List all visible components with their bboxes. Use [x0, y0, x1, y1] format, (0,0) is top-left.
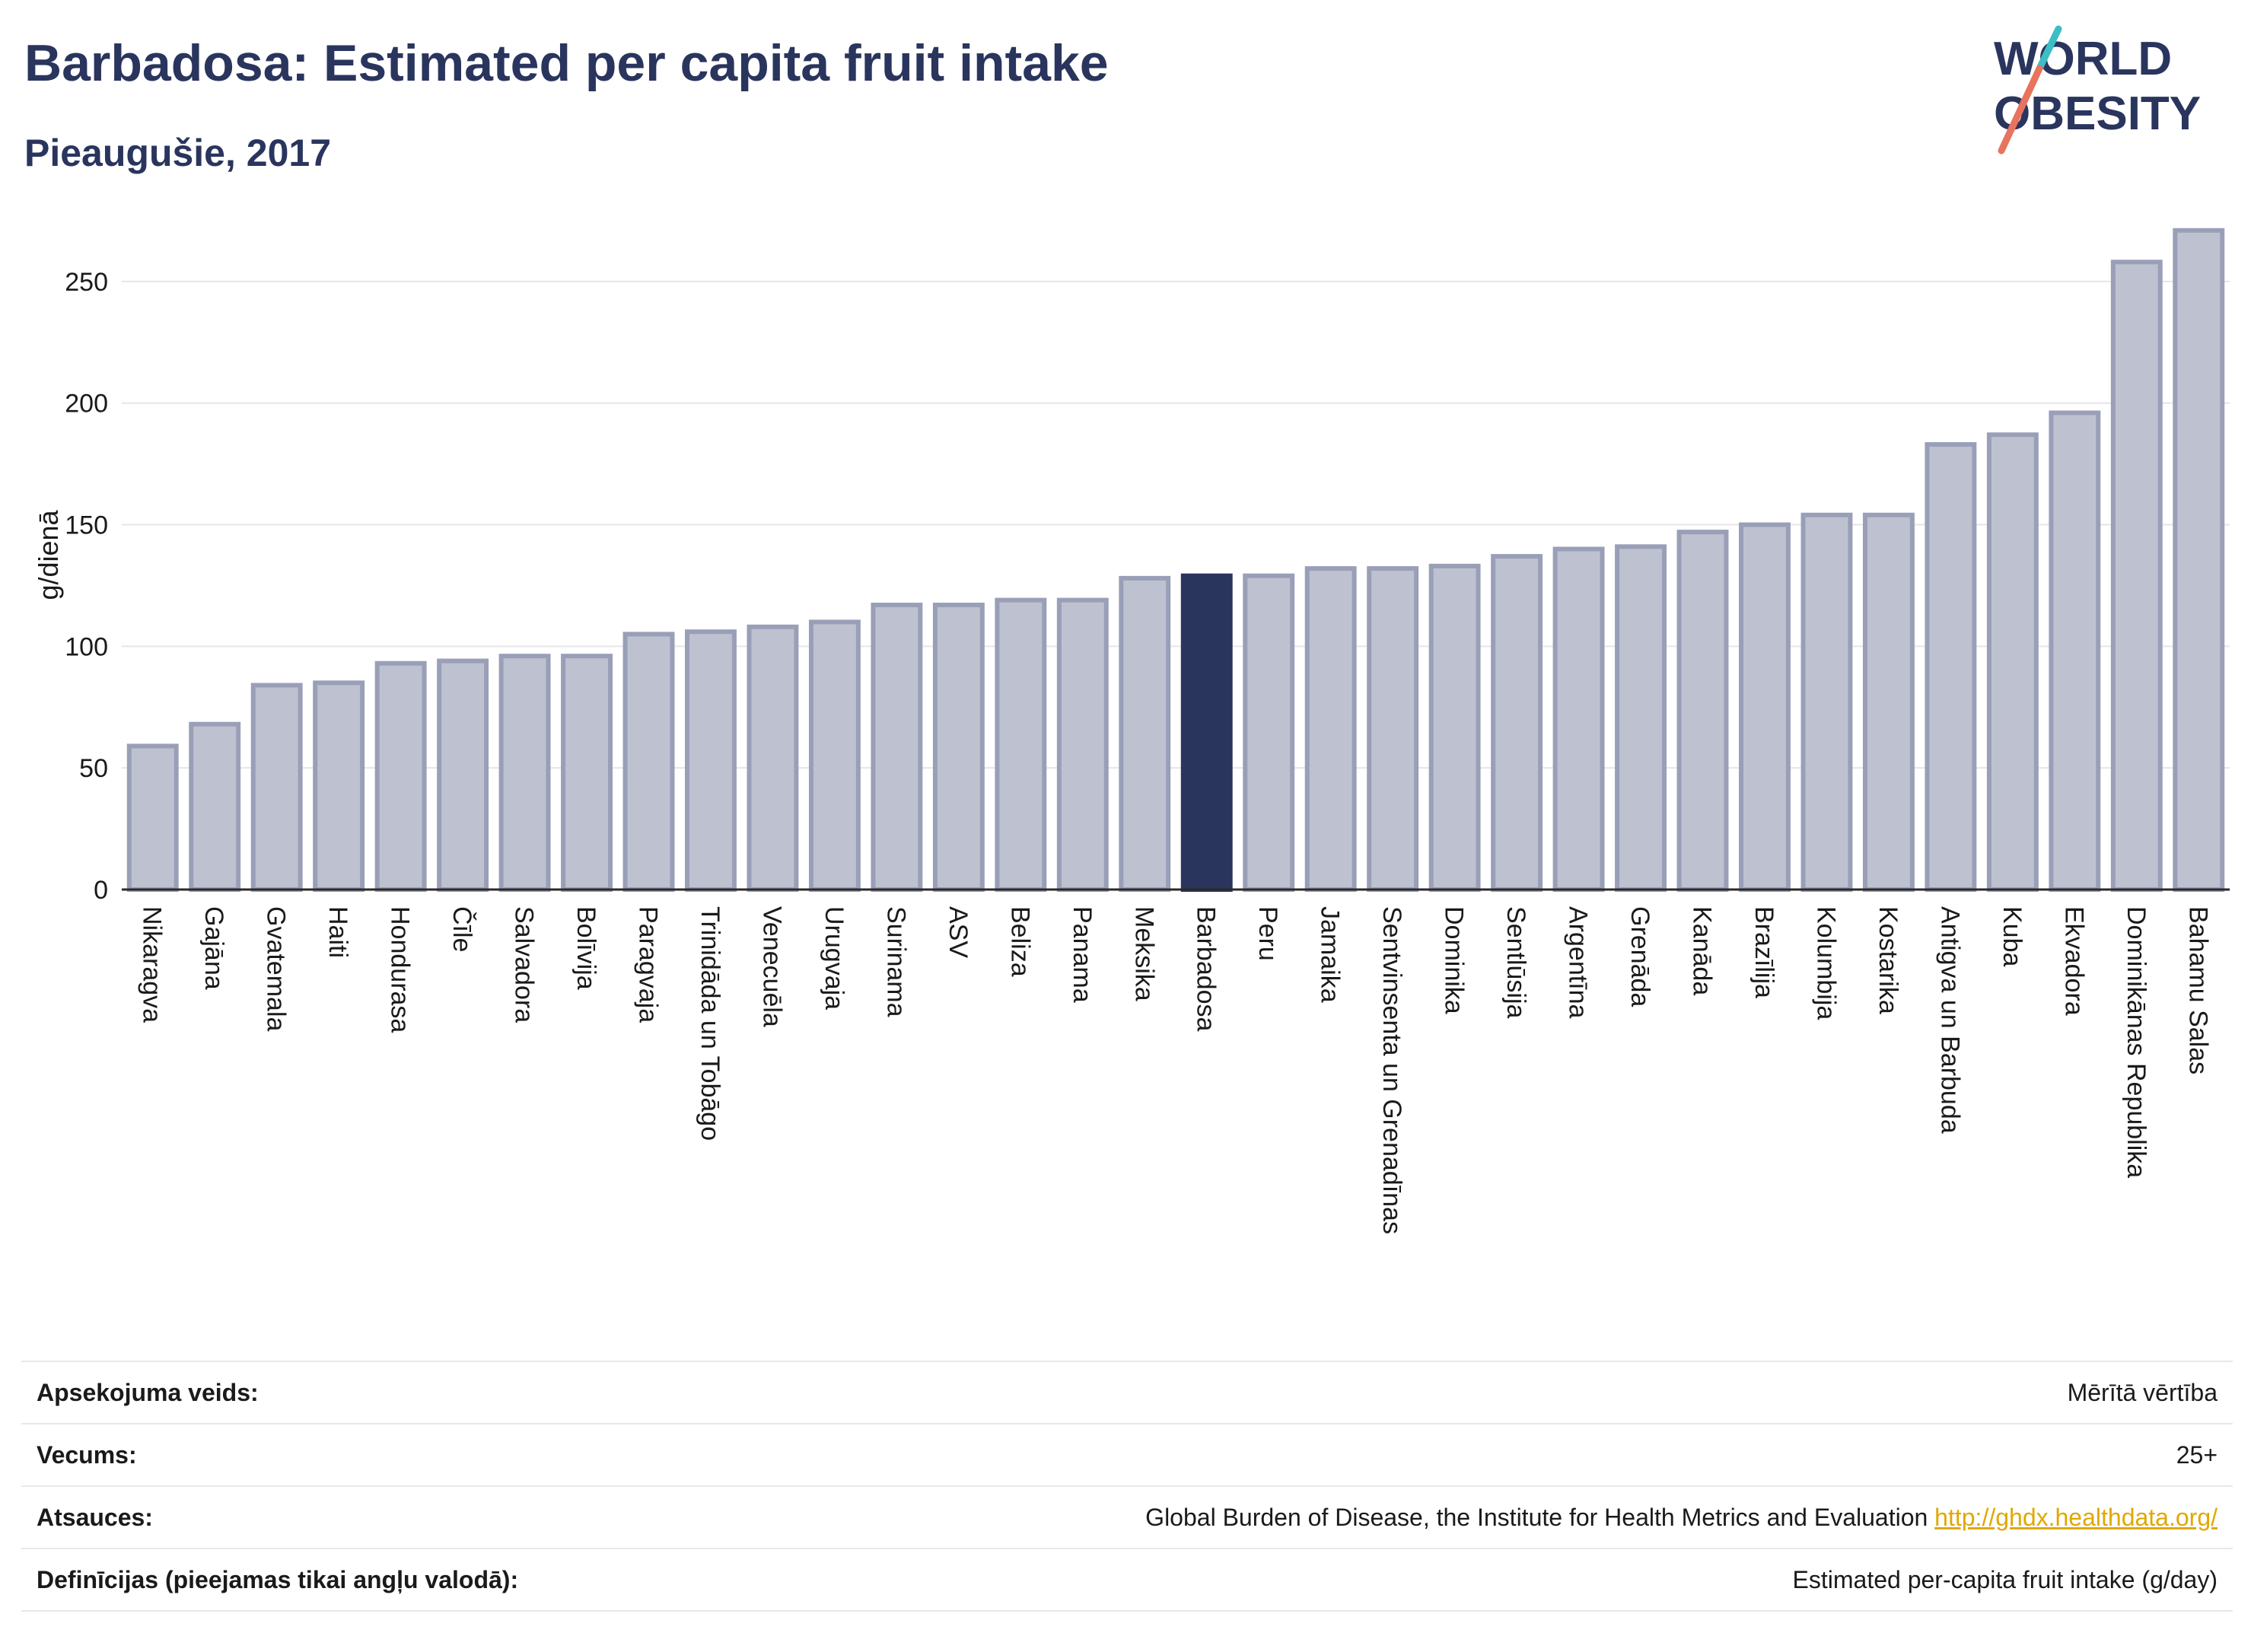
x-tick-label: Grenāda — [1625, 906, 1654, 1007]
x-tick-label: Hondurasa — [386, 906, 415, 1033]
bar-highlight — [1180, 573, 1233, 892]
bar — [685, 629, 737, 892]
metadata-table: Apsekojuma veids: Mērītā vērtība Vecums:… — [21, 1361, 2233, 1612]
y-tick-label: 0 — [94, 876, 108, 905]
bar — [1986, 432, 2039, 892]
meta-row-age: Vecums: 25+ — [21, 1424, 2233, 1486]
meta-key: Atsauces: — [37, 1503, 153, 1531]
x-tick-label: Antigva un Barbuda — [1935, 906, 1964, 1134]
bar — [1552, 546, 1605, 892]
x-tick-label: Sentvinsenta un Grenadīnas — [1377, 906, 1406, 1234]
bar — [437, 658, 489, 892]
meta-key: Vecums: — [37, 1440, 137, 1469]
bar — [1800, 512, 1853, 892]
bar — [250, 683, 303, 892]
x-tick-label: Brazīlija — [1750, 906, 1778, 998]
x-tick-label: Dominika — [1440, 906, 1469, 1014]
meta-reference-text: Global Burden of Disease, the Institute … — [1145, 1503, 1928, 1531]
bar — [747, 624, 799, 892]
x-tick-label: Kanāda — [1688, 906, 1717, 995]
bar — [1491, 554, 1543, 893]
bar — [932, 603, 985, 892]
x-tick-label: Paragvaja — [634, 906, 663, 1023]
meta-key: Definīcijas (pieejamas tikai angļu valod… — [37, 1565, 519, 1593]
x-tick-label: Nikaragva — [138, 906, 167, 1023]
bar — [1367, 566, 1419, 893]
x-tick-label: Meksika — [1129, 906, 1158, 1001]
bar — [1615, 544, 1667, 893]
logo-line1: WORLD — [1994, 33, 2172, 85]
x-tick-label: Kolumbija — [1811, 906, 1840, 1020]
bar — [498, 654, 551, 893]
y-tick-label: 100 — [65, 632, 108, 661]
y-tick-label: 50 — [79, 754, 108, 783]
bar — [2049, 410, 2101, 892]
x-tick-label: Bolīvija — [572, 906, 600, 990]
x-tick-label: Gajāna — [199, 906, 228, 990]
bar — [1676, 530, 1729, 892]
x-tick-label: Haiti — [323, 906, 352, 958]
x-tick-label: Kuba — [1998, 906, 2027, 966]
bar — [2173, 228, 2225, 892]
x-tick-label: Argentīna — [1564, 906, 1593, 1019]
x-tick-label: Barbadosa — [1192, 906, 1221, 1032]
bar — [1428, 563, 1481, 892]
x-tick-label: Ekvadora — [2059, 906, 2088, 1016]
y-tick-label: 250 — [65, 268, 108, 297]
y-axis-label: g/dienā — [33, 509, 64, 600]
bar — [1925, 442, 1977, 892]
meta-value: 25+ — [2176, 1440, 2218, 1469]
x-tick-label: Trinidāda un Tobāgo — [696, 906, 724, 1141]
y-tick-label: 200 — [65, 390, 108, 419]
bar — [313, 680, 365, 892]
bar — [1243, 573, 1295, 892]
bar — [622, 632, 675, 893]
bar — [995, 597, 1047, 893]
bar — [1739, 522, 1791, 893]
meta-row-definitions: Definīcijas (pieejamas tikai angļu valod… — [21, 1549, 2233, 1611]
meta-value-references: Global Burden of Disease, the Institute … — [723, 1486, 2233, 1549]
bar — [871, 603, 923, 892]
bar — [561, 654, 613, 893]
logo-slash-teal — [2036, 25, 2062, 72]
bar — [808, 619, 861, 893]
bar — [374, 660, 427, 892]
x-tick-label: Urugvaja — [820, 906, 849, 1010]
x-tick-label: Panama — [1068, 906, 1097, 1003]
meta-row-survey: Apsekojuma veids: Mērītā vērtība — [21, 1361, 2233, 1424]
chart-title: Barbadosa: Estimated per capita fruit in… — [24, 34, 1109, 92]
bar — [1056, 597, 1109, 893]
meta-value: Estimated per-capita fruit intake (g/day… — [1792, 1565, 2218, 1593]
bar — [1304, 566, 1357, 893]
x-tick-label: Venecuēla — [757, 906, 786, 1027]
x-tick-label: Surinama — [881, 906, 910, 1017]
bar-chart: 0 50 100 150 200 250 g/dienā Nikaragva Gajāna Gva… — [33, 228, 2230, 1234]
meta-row-references: Atsauces: Global Burden of Disease, the … — [21, 1486, 2233, 1549]
bar — [1119, 575, 1171, 893]
meta-value: Mērītā vērtība — [2067, 1378, 2218, 1406]
x-tick-label: Kostarika — [1874, 906, 1902, 1014]
bar — [2110, 259, 2163, 892]
x-tick-label: ASV — [944, 906, 973, 958]
x-tick-label: Gvatemala — [262, 906, 291, 1031]
bar — [189, 721, 241, 892]
chart-subtitle: Pieaugušie, 2017 — [24, 132, 332, 174]
logo-slash-coral — [1998, 65, 2043, 154]
bar — [126, 743, 179, 892]
x-tick-label: Bahamu Salas — [2183, 906, 2212, 1074]
x-tick-label: Peru — [1253, 906, 1282, 961]
y-tick-label: 150 — [65, 511, 108, 540]
x-tick-label: Jamaika — [1316, 906, 1345, 1003]
meta-key: Apsekojuma veids: — [37, 1378, 259, 1406]
bar — [1862, 512, 1915, 892]
x-tick-label: Dominikānas Republika — [2122, 906, 2151, 1178]
x-tick-label: Sentlūsija — [1501, 906, 1530, 1019]
x-tick-label: Beliza — [1005, 906, 1034, 977]
reference-link[interactable]: http://ghdx.healthdata.org/ — [1934, 1503, 2218, 1531]
x-tick-label: Čīle — [447, 906, 476, 952]
x-tick-label: Salvadora — [510, 906, 539, 1023]
world-obesity-logo: WORLD OBESITY — [1994, 25, 2201, 154]
